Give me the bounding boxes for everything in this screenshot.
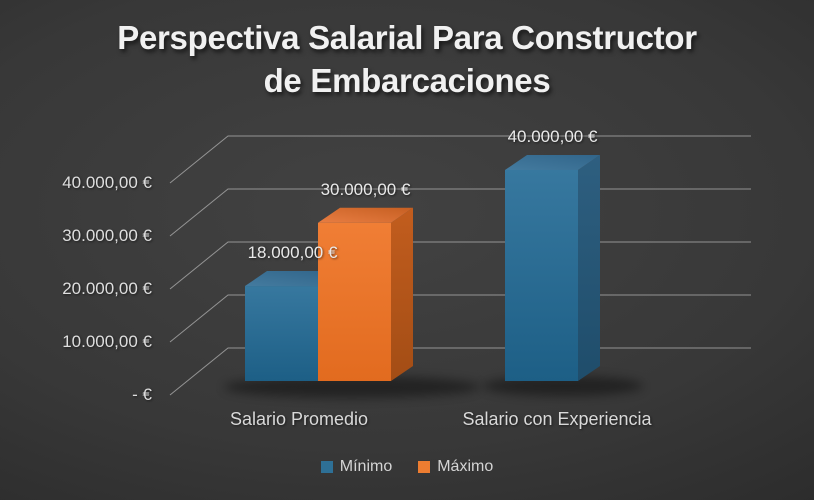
gridline <box>169 188 751 237</box>
legend-label-maximo: Máximo <box>437 458 494 475</box>
data-label: 30.000,00 € <box>320 179 411 199</box>
category-label-salario-promedio: Salario Promedio <box>229 409 369 429</box>
legend: Mínimo Máximo <box>0 457 814 477</box>
bar-mínimo-1 <box>505 155 600 381</box>
bar-máximo-0 <box>318 207 413 381</box>
y-axis-tick-label: 20.000,00 € <box>62 279 152 298</box>
bar-shadow <box>224 376 480 398</box>
chart-title: Perspectiva Salarial Para Constructor de… <box>0 16 814 102</box>
legend-swatch-maximo-icon <box>418 461 431 473</box>
chart-title-line1: Perspectiva Salarial Para Constructor <box>117 19 697 56</box>
category-label-salario-con-experiencia: Salario con Experiencia <box>462 409 652 429</box>
legend-swatch-minimo-icon <box>320 461 333 473</box>
y-axis-tick-label: 40.000,00 € <box>62 173 152 192</box>
gridline <box>169 135 751 184</box>
y-axis-tick-label: 30.000,00 € <box>62 226 152 245</box>
legend-label-minimo: Mínimo <box>339 458 393 475</box>
y-axis-tick-label: - € <box>132 385 152 404</box>
legend-item-maximo: Máximo <box>418 458 493 476</box>
chart-title-line2: de Embarcaciones <box>263 62 551 99</box>
legend-item-minimo: Mínimo <box>320 458 393 476</box>
data-label: 18.000,00 € <box>247 243 338 263</box>
y-axis-tick-label: 10.000,00 € <box>62 332 152 351</box>
data-label: 40.000,00 € <box>507 127 598 146</box>
